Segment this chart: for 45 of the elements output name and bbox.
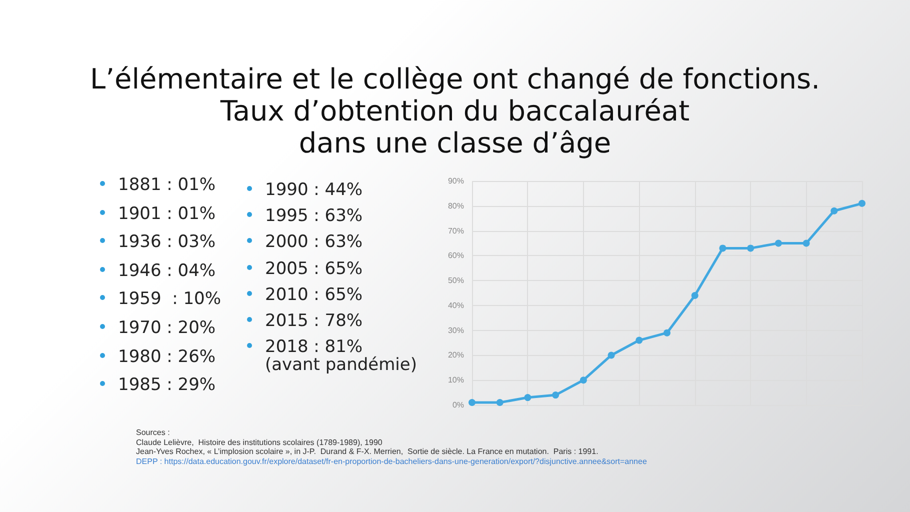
text: 1959 : 10%	[118, 289, 221, 310]
point	[552, 392, 560, 399]
y-tick-label: 60%	[448, 251, 464, 260]
text: 1990 : 44%	[265, 180, 363, 200]
point	[830, 207, 838, 214]
point	[747, 244, 754, 252]
y-tick-label: 80%	[448, 201, 464, 210]
point	[664, 329, 670, 336]
y-tick-label: 50%	[448, 276, 464, 286]
text: 1985 : 29%	[118, 375, 216, 396]
y-tick-label: 90%	[448, 176, 464, 186]
y-tick-label: 40%	[448, 300, 464, 310]
y-tick-label: 20%	[448, 350, 464, 360]
point	[719, 244, 726, 252]
point	[580, 376, 587, 384]
text: DEPP : https://data.education.gouv.fr/explore/dataset/fr-en-proportion-de-bacheliers-dans-une-generation/export/?disjunctive.annee&sort=annee	[136, 456, 647, 466]
text: 1970 : 20%	[118, 318, 216, 338]
point	[858, 200, 866, 207]
text: 2015 : 78%	[265, 311, 363, 331]
text: 1881 : 01%	[118, 175, 216, 195]
point	[774, 240, 782, 247]
source-note: Sources :	[136, 428, 171, 438]
point	[524, 394, 532, 402]
point	[468, 399, 476, 406]
text: 2018 : 81% (avant pandémie)	[265, 337, 417, 376]
text: 1901 : 01%	[118, 204, 216, 224]
text: 1946 : 04%	[118, 260, 216, 281]
text: 2010 : 65%	[265, 284, 363, 305]
y-tick-label: 10%	[448, 376, 464, 385]
text: 2005 : 65%	[265, 258, 363, 279]
y-tick-label: 30%	[448, 326, 464, 335]
text: Jean-Yves Rochex, « L’implosion scolaire », in J-P. Durand & F-X. Merrien, Sortie de siècle. La France en mutation. Paris : 1991.	[136, 447, 600, 456]
point	[636, 336, 643, 344]
text: 1936 : 03%	[118, 232, 216, 252]
text: 2000 : 63%	[265, 232, 363, 252]
text: Claude Lelièvre, Histoire des institutions scolaires (1789-1989), 1990	[136, 438, 384, 447]
text: 1995 : 63%	[265, 206, 363, 226]
point	[496, 399, 504, 406]
y-tick-label: 0%	[452, 400, 464, 410]
point	[691, 292, 698, 299]
y-tick-label: 70%	[448, 226, 464, 236]
point	[802, 240, 810, 247]
text: 1980 : 26%	[118, 346, 216, 367]
point	[608, 352, 615, 359]
chart-title: L’élémentaire et le collège ont changé de fonctions. Taux d’obtention du baccalauréat dans une classe d’âge	[90, 62, 820, 160]
